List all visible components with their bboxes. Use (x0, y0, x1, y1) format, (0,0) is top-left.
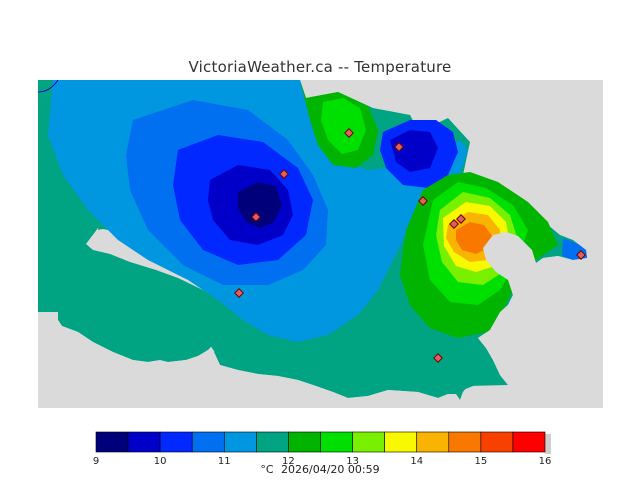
unit-label: °C (260, 463, 274, 476)
legend-swatch (352, 431, 385, 453)
legend-swatch (223, 431, 257, 453)
legend-swatch (384, 431, 418, 453)
cold-zone-core (238, 182, 282, 228)
station-marker[interactable] (456, 214, 466, 224)
temperature-map[interactable] (38, 80, 603, 408)
weather-stations (234, 128, 586, 363)
station-marker[interactable] (344, 128, 354, 138)
legend-shadow (545, 434, 551, 454)
legend-swatch (127, 431, 161, 453)
legend-swatch (95, 431, 129, 453)
cold-pocket-dark (390, 130, 438, 172)
legend-swatch (191, 431, 225, 453)
legend-swatch (288, 431, 321, 453)
north-bright-green (321, 98, 366, 154)
legend-swatch (320, 431, 353, 453)
legend-swatch (159, 431, 193, 453)
station-marker[interactable] (433, 353, 443, 363)
station-marker[interactable] (576, 250, 586, 260)
legend-swatch (512, 431, 546, 453)
station-marker[interactable] (279, 169, 289, 179)
station-marker[interactable] (234, 288, 244, 298)
station-marker[interactable] (394, 142, 404, 152)
legend-swatch (256, 431, 289, 453)
south-land (208, 336, 500, 392)
footer-info: °C 2026/04/20 00:59 (0, 463, 640, 476)
legend-swatch (448, 431, 482, 453)
station-marker[interactable] (418, 196, 428, 206)
coastline-arc (38, 80, 59, 93)
station-marker[interactable] (449, 219, 459, 229)
south-sea (38, 80, 603, 408)
warm-zone-dark-orange (456, 222, 492, 254)
map-title: VictoriaWeather.ca -- Temperature (188, 58, 452, 76)
southwest-land (58, 312, 160, 362)
station-marker[interactable] (251, 212, 261, 222)
legend-swatch (416, 431, 450, 453)
datetime-label: 2026/04/20 00:59 (281, 463, 380, 476)
legend-swatch (480, 431, 514, 453)
